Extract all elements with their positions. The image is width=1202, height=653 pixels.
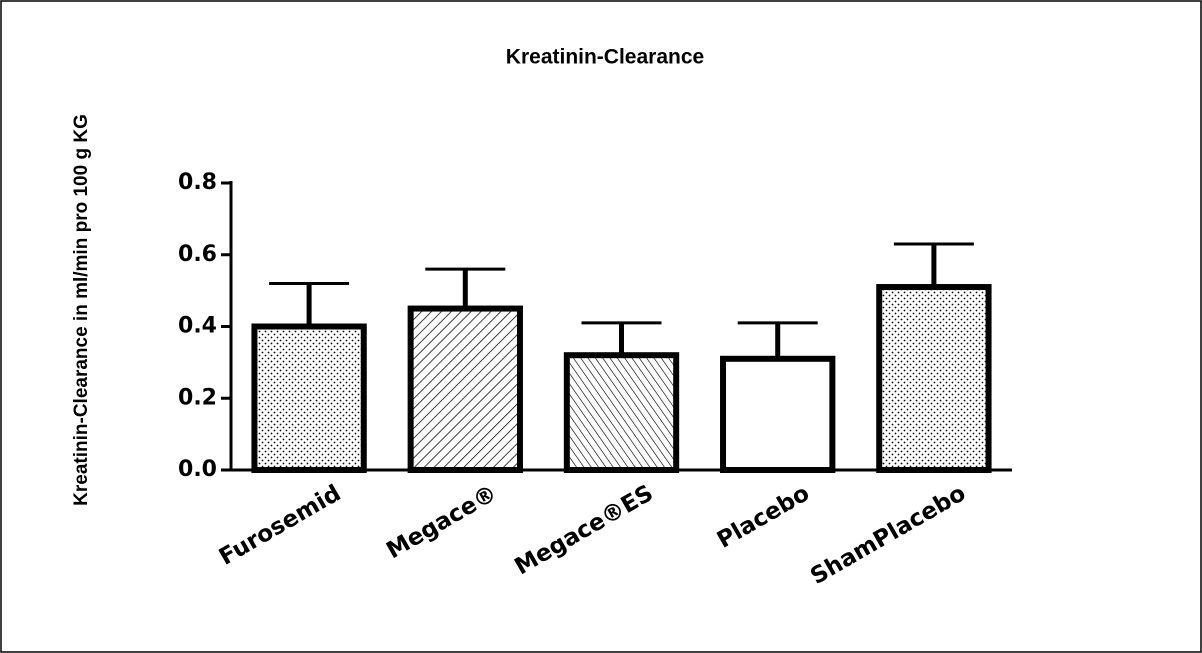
bar [720, 355, 836, 474]
y-tick-label: 0.2 [178, 385, 217, 410]
y-tick-label: 0.6 [178, 242, 217, 267]
bar [407, 305, 523, 473]
bar [251, 323, 367, 473]
y-tick-label: 0.0 [178, 457, 217, 482]
y-tick-label: 0.8 [178, 170, 217, 195]
bar [876, 284, 992, 473]
bar [563, 352, 680, 474]
chart-title: Kreatinin-Clearance [506, 46, 704, 69]
y-tick-label: 0.4 [178, 314, 217, 339]
y-axis-title: Kreatinin-Clearance in ml/min pro 100 g … [71, 114, 92, 506]
